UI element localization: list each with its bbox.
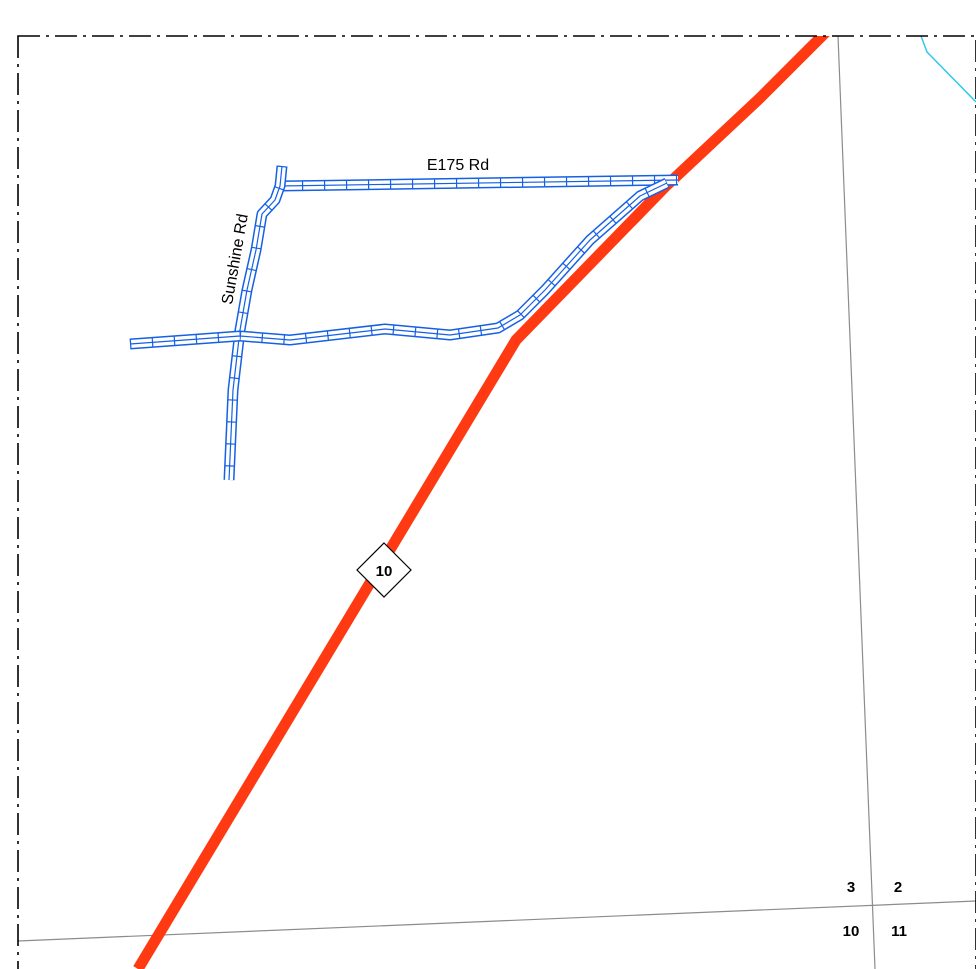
section-line-vertical: [837, 36, 876, 969]
section-number-nw: 3: [847, 879, 855, 896]
highway-shield: 10: [356, 542, 412, 598]
road-connector: [129, 178, 670, 350]
road-sunshine: [223, 165, 288, 481]
road-label-e175: E175 Rd: [427, 157, 489, 174]
map-frame-border: [17, 35, 976, 969]
section-number-se: 11: [891, 923, 907, 940]
section-line-horizontal: [18, 900, 976, 942]
road-e175: [279, 174, 679, 192]
highway-shield-number: 10: [376, 563, 393, 580]
section-number-sw: 10: [843, 923, 860, 940]
section-number-ne: 2: [894, 879, 902, 896]
stream-line: [920, 36, 976, 103]
highway-shield-icon: [356, 542, 412, 598]
